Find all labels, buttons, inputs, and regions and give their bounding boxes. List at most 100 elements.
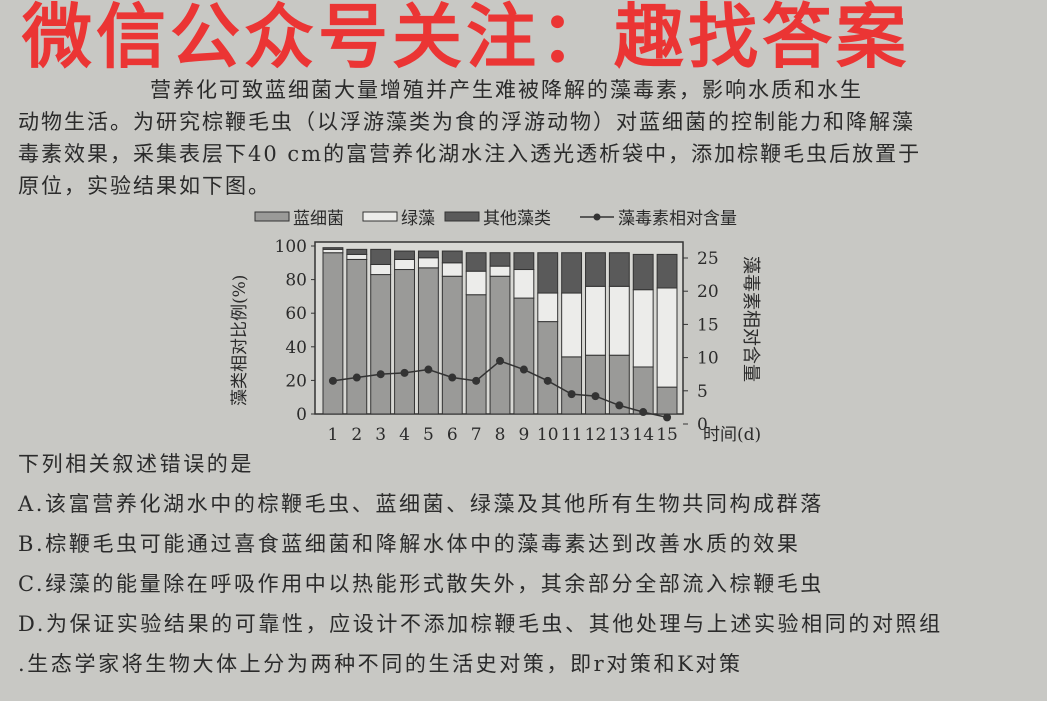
toxin-point [448,373,457,382]
x-tick-label: 6 [447,425,458,445]
bar-segment [370,263,392,276]
bar-segment [585,285,606,356]
toxin-point [424,365,433,374]
toxin-point [376,370,385,379]
bar-segment [394,250,415,260]
question-stem: 下列相关叙述错误的是 [18,452,254,476]
bar-segment [489,265,511,277]
bar-segment [417,250,439,259]
bar-segment [441,250,463,264]
legend-label: 其他藻类 [483,209,551,229]
bar-segment [394,258,415,271]
legend-marker [593,213,601,221]
x-tick-label: 15 [656,425,678,445]
bar-segment [370,248,392,265]
toxin-point [328,376,337,385]
bar-segment [489,252,511,267]
bar-segment [417,257,439,269]
x-tick-label: 14 [632,425,654,445]
option-c: C.绿藻的能量除在呼吸作用中以热能形式散失外，其余部分全部流入棕鞭毛虫 [18,572,824,596]
y2-tick-label: 0 [697,415,708,435]
watermark: 微信公众号关注：趣找答案 [22,0,910,78]
y-tick-label: 20 [285,371,307,391]
bar-segment [346,248,368,255]
toxin-point [543,376,552,385]
bar-segment [537,292,559,323]
bar-segment [322,247,344,250]
bar-segment [417,267,439,415]
bar-segment [561,356,583,415]
legend-label: 蓝细菌 [293,209,344,229]
bar-segment [632,289,654,368]
toxin-point [591,392,600,401]
x-tick-label: 10 [537,425,559,445]
y2-tick-label: 10 [697,349,719,369]
y-tick-label: 40 [285,338,307,358]
x-tick-label: 3 [375,425,386,445]
bar-segment [585,354,606,415]
y-tick-label: 80 [285,271,307,291]
bar-segment [561,292,583,358]
passage-line: 动物生活。为研究棕鞭毛虫（以浮游藻类为食的浮游动物）对蓝细菌的控制能力和降解藻 [18,110,915,134]
option-b: B.棕鞭毛虫可能通过喜食蓝细菌和降解水体中的藻毒素达到改善水质的效果 [18,532,801,556]
bar-segment [656,253,678,289]
y2-tick-label: 5 [697,382,708,402]
x-tick-label: 11 [561,425,583,445]
bar-segment [322,252,344,415]
x-axis-label: 时间(d) [703,425,761,445]
bar-segment [346,258,368,415]
option-a: A.该富营养化湖水中的棕鞭毛虫、蓝细菌、绿藻及其他所有生物共同构成群落 [18,492,824,516]
bar-segment [561,252,583,294]
bar-segment [513,252,535,271]
bar-segment [513,297,535,415]
bar-segment [489,275,511,415]
toxin-point [496,356,504,365]
y-tick-label: 0 [296,405,307,425]
toxin-point [639,408,648,417]
y-tick-label: 60 [285,304,307,324]
option-d: D.为保证实验结果的可靠性，应设计不添加棕鞭毛虫、其他处理与上述实验相同的对照组 [18,612,943,636]
legend-label: 藻毒素相对含量 [618,209,737,229]
passage-line: 营养化可致蓝细菌大量增殖并产生难被降解的藻毒素，影响水质和水生 [150,78,863,102]
y-tick-label: 100 [275,237,307,257]
bar-segment [585,252,606,287]
toxin-point [352,373,361,382]
bar-segment [465,270,487,296]
toxin-point [615,401,624,410]
x-tick-label: 2 [351,425,362,445]
toxin-point [567,390,576,399]
x-tick-label: 1 [328,425,339,445]
x-tick-label: 5 [423,425,434,445]
bar-segment [656,386,678,415]
passage-line: 毒素效果，采集表层下40 cm的富营养化湖水注入透光透析袋中，添加棕鞭毛虫后放置… [18,142,922,166]
bar-segment [537,252,559,294]
legend-label: 绿藻 [401,209,435,229]
toxin-point [663,413,672,422]
y2-tick-label: 20 [697,282,719,302]
bar-segment [608,285,630,356]
bar-segment [465,252,487,272]
bar-segment [632,253,654,291]
toxin-point [472,376,481,385]
bar-segment [394,269,415,415]
x-tick-label: 8 [495,425,506,445]
bar-segment [513,269,535,299]
bar-segment [322,248,344,254]
bar-segment [537,321,559,415]
y2-axis-label: 藻毒素相对含量 [740,256,761,382]
toxin-point [519,365,528,374]
legend-swatch [444,211,480,222]
bar-segment [346,253,368,260]
legend-swatch [254,211,290,222]
passage-line: 原位，实验结果如下图。 [18,174,271,198]
x-tick-label: 12 [585,425,607,445]
toxin-point [400,368,409,377]
bar-segment [441,275,463,415]
bar-segment [465,294,487,415]
bar-segment [656,287,678,388]
x-tick-label: 13 [609,425,631,445]
y2-tick-label: 25 [697,249,719,269]
bar-segment [370,274,392,415]
x-tick-label: 9 [518,425,529,445]
